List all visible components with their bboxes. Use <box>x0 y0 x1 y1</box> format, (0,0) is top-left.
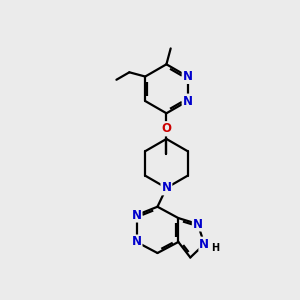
Text: O: O <box>161 122 171 135</box>
Text: O: O <box>161 122 171 135</box>
Text: N: N <box>183 94 193 107</box>
Text: N: N <box>132 208 142 222</box>
Text: H: H <box>211 243 219 253</box>
Text: N: N <box>183 70 193 83</box>
Text: N: N <box>161 182 171 194</box>
Text: N: N <box>132 236 142 248</box>
Text: N: N <box>193 218 203 231</box>
Text: N: N <box>199 238 209 250</box>
